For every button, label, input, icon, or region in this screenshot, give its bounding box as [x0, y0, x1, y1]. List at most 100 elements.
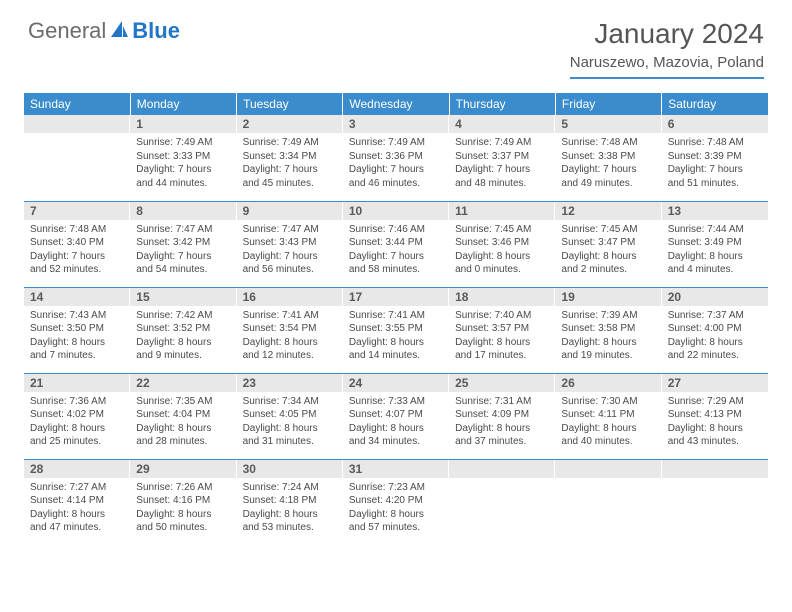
day-detail-line: Sunset: 4:11 PM [561, 408, 655, 422]
day-details: Sunrise: 7:43 AMSunset: 3:50 PMDaylight:… [24, 306, 130, 367]
day-details [449, 478, 555, 485]
calendar-table: Sunday Monday Tuesday Wednesday Thursday… [24, 93, 768, 545]
calendar-day-cell [24, 115, 130, 201]
day-details: Sunrise: 7:46 AMSunset: 3:44 PMDaylight:… [343, 220, 449, 281]
day-detail-line: Daylight: 8 hours [561, 336, 655, 350]
weekday-header: Sunday [24, 93, 130, 115]
day-detail-line: and 0 minutes. [455, 263, 549, 277]
day-number: 12 [555, 202, 661, 220]
day-detail-line: and 57 minutes. [349, 521, 443, 535]
day-detail-line: Daylight: 8 hours [561, 250, 655, 264]
day-number: 8 [130, 202, 236, 220]
day-details: Sunrise: 7:35 AMSunset: 4:04 PMDaylight:… [130, 392, 236, 453]
day-detail-line: Daylight: 8 hours [455, 336, 549, 350]
title-block: January 2024 Naruszewo, Mazovia, Poland [570, 18, 764, 79]
calendar-day-cell: 6Sunrise: 7:48 AMSunset: 3:39 PMDaylight… [662, 115, 768, 201]
day-detail-line: Sunrise: 7:34 AM [243, 395, 337, 409]
calendar-day-cell: 17Sunrise: 7:41 AMSunset: 3:55 PMDayligh… [343, 287, 449, 373]
day-detail-line: Sunrise: 7:40 AM [455, 309, 549, 323]
day-detail-line: Sunrise: 7:48 AM [668, 136, 762, 150]
calendar-day-cell: 8Sunrise: 7:47 AMSunset: 3:42 PMDaylight… [130, 201, 236, 287]
calendar-day-cell: 4Sunrise: 7:49 AMSunset: 3:37 PMDaylight… [449, 115, 555, 201]
day-number: 27 [662, 374, 768, 392]
day-details: Sunrise: 7:47 AMSunset: 3:42 PMDaylight:… [130, 220, 236, 281]
day-number: 19 [555, 288, 661, 306]
day-details: Sunrise: 7:45 AMSunset: 3:47 PMDaylight:… [555, 220, 661, 281]
day-detail-line: Sunset: 3:57 PM [455, 322, 549, 336]
day-number: 13 [662, 202, 768, 220]
day-detail-line: Sunset: 3:58 PM [561, 322, 655, 336]
day-detail-line: Sunrise: 7:31 AM [455, 395, 549, 409]
calendar-day-cell: 28Sunrise: 7:27 AMSunset: 4:14 PMDayligh… [24, 459, 130, 545]
calendar-day-cell: 13Sunrise: 7:44 AMSunset: 3:49 PMDayligh… [662, 201, 768, 287]
day-detail-line: Sunrise: 7:47 AM [136, 223, 230, 237]
sail-icon [108, 19, 130, 44]
day-details: Sunrise: 7:34 AMSunset: 4:05 PMDaylight:… [237, 392, 343, 453]
calendar-day-cell: 23Sunrise: 7:34 AMSunset: 4:05 PMDayligh… [237, 373, 343, 459]
day-number: 9 [237, 202, 343, 220]
day-details: Sunrise: 7:48 AMSunset: 3:40 PMDaylight:… [24, 220, 130, 281]
day-details: Sunrise: 7:40 AMSunset: 3:57 PMDaylight:… [449, 306, 555, 367]
day-number: 21 [24, 374, 130, 392]
day-detail-line: Sunrise: 7:44 AM [668, 223, 762, 237]
day-detail-line: Sunrise: 7:41 AM [349, 309, 443, 323]
day-detail-line: Daylight: 8 hours [349, 422, 443, 436]
calendar-day-cell: 29Sunrise: 7:26 AMSunset: 4:16 PMDayligh… [130, 459, 236, 545]
calendar-day-cell: 5Sunrise: 7:48 AMSunset: 3:38 PMDaylight… [555, 115, 661, 201]
day-detail-line: Sunset: 3:39 PM [668, 150, 762, 164]
calendar-day-cell: 11Sunrise: 7:45 AMSunset: 3:46 PMDayligh… [449, 201, 555, 287]
day-detail-line: Sunset: 4:14 PM [30, 494, 124, 508]
calendar-week-row: 7Sunrise: 7:48 AMSunset: 3:40 PMDaylight… [24, 201, 768, 287]
day-detail-line: Sunset: 3:34 PM [243, 150, 337, 164]
day-detail-line: Daylight: 7 hours [136, 163, 230, 177]
day-number [662, 460, 768, 478]
day-detail-line: and 52 minutes. [30, 263, 124, 277]
logo: General Blue [28, 18, 180, 44]
day-number: 6 [662, 115, 768, 133]
day-detail-line: Daylight: 7 hours [455, 163, 549, 177]
day-number [449, 460, 555, 478]
day-detail-line: Sunrise: 7:36 AM [30, 395, 124, 409]
day-detail-line: and 19 minutes. [561, 349, 655, 363]
day-detail-line: Daylight: 7 hours [668, 163, 762, 177]
calendar-day-cell: 9Sunrise: 7:47 AMSunset: 3:43 PMDaylight… [237, 201, 343, 287]
day-detail-line: and 44 minutes. [136, 177, 230, 191]
day-details: Sunrise: 7:49 AMSunset: 3:34 PMDaylight:… [237, 133, 343, 194]
day-detail-line: Daylight: 8 hours [455, 422, 549, 436]
calendar-day-cell [662, 459, 768, 545]
day-detail-line: Sunset: 3:40 PM [30, 236, 124, 250]
calendar-day-cell: 18Sunrise: 7:40 AMSunset: 3:57 PMDayligh… [449, 287, 555, 373]
calendar-day-cell [449, 459, 555, 545]
day-detail-line: and 22 minutes. [668, 349, 762, 363]
day-detail-line: and 47 minutes. [30, 521, 124, 535]
day-detail-line: Sunrise: 7:39 AM [561, 309, 655, 323]
calendar-day-cell: 2Sunrise: 7:49 AMSunset: 3:34 PMDaylight… [237, 115, 343, 201]
calendar-day-cell: 16Sunrise: 7:41 AMSunset: 3:54 PMDayligh… [237, 287, 343, 373]
day-number: 1 [130, 115, 236, 133]
calendar-day-cell: 12Sunrise: 7:45 AMSunset: 3:47 PMDayligh… [555, 201, 661, 287]
day-detail-line: Sunset: 4:09 PM [455, 408, 549, 422]
day-detail-line: Daylight: 8 hours [668, 336, 762, 350]
day-number: 26 [555, 374, 661, 392]
calendar-day-cell: 24Sunrise: 7:33 AMSunset: 4:07 PMDayligh… [343, 373, 449, 459]
calendar-day-cell: 21Sunrise: 7:36 AMSunset: 4:02 PMDayligh… [24, 373, 130, 459]
day-number: 25 [449, 374, 555, 392]
day-details: Sunrise: 7:47 AMSunset: 3:43 PMDaylight:… [237, 220, 343, 281]
day-details: Sunrise: 7:29 AMSunset: 4:13 PMDaylight:… [662, 392, 768, 453]
day-number: 11 [449, 202, 555, 220]
day-detail-line: and 54 minutes. [136, 263, 230, 277]
day-detail-line: Daylight: 8 hours [668, 422, 762, 436]
day-detail-line: Sunrise: 7:48 AM [561, 136, 655, 150]
day-number: 7 [24, 202, 130, 220]
day-number: 22 [130, 374, 236, 392]
calendar-day-cell [555, 459, 661, 545]
day-detail-line: Daylight: 7 hours [561, 163, 655, 177]
calendar-week-row: 1Sunrise: 7:49 AMSunset: 3:33 PMDaylight… [24, 115, 768, 201]
day-detail-line: Sunset: 3:47 PM [561, 236, 655, 250]
day-details: Sunrise: 7:48 AMSunset: 3:39 PMDaylight:… [662, 133, 768, 194]
day-detail-line: and 9 minutes. [136, 349, 230, 363]
day-detail-line: Sunset: 4:00 PM [668, 322, 762, 336]
day-detail-line: Daylight: 8 hours [243, 336, 337, 350]
day-detail-line: Sunset: 4:02 PM [30, 408, 124, 422]
weekday-header: Tuesday [237, 93, 343, 115]
